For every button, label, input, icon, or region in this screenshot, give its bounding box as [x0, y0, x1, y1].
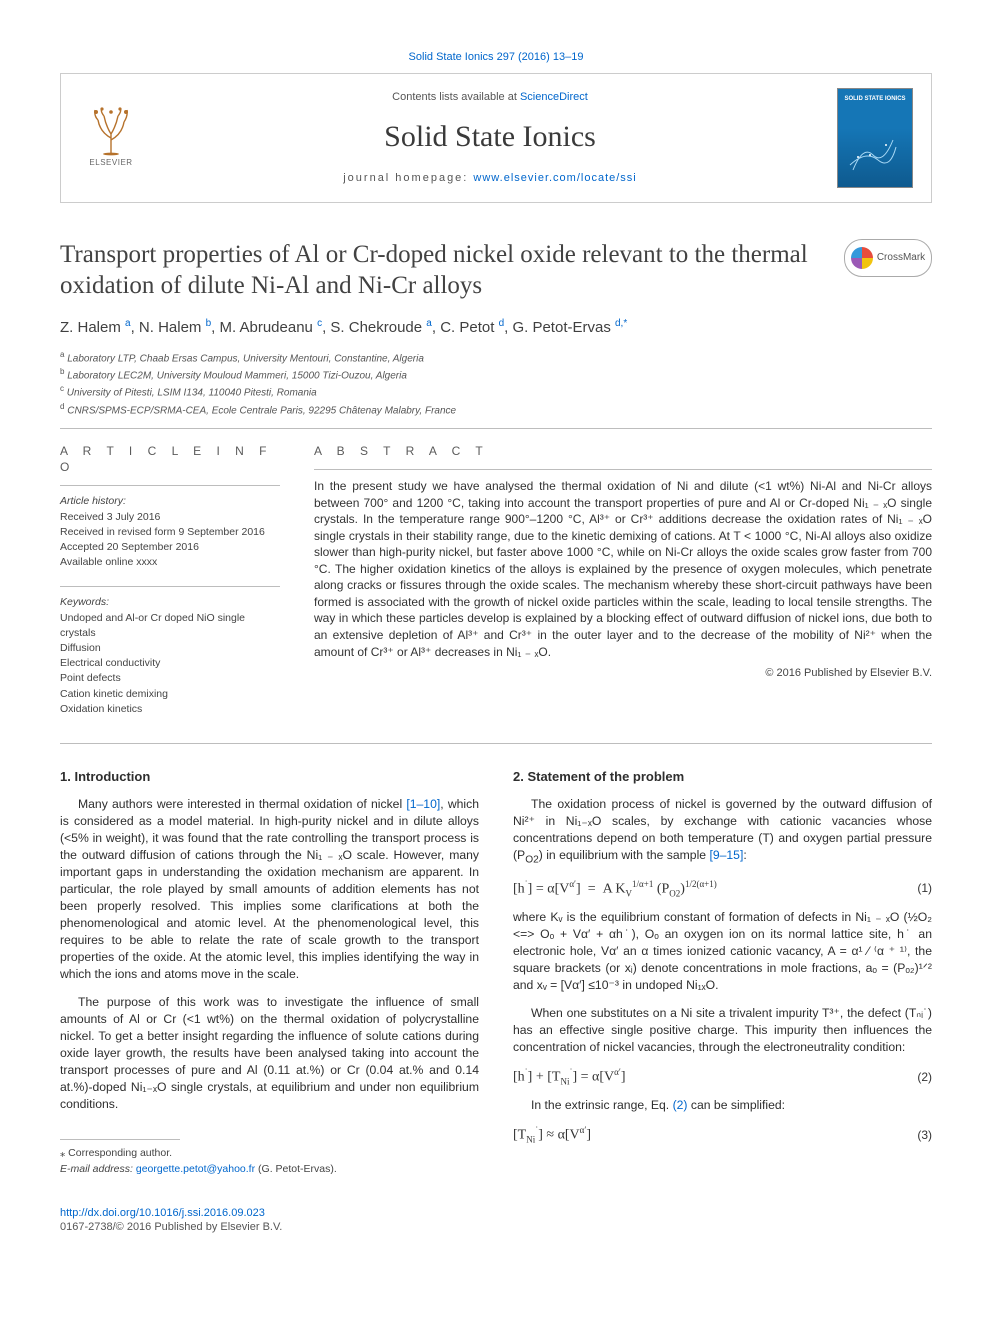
- body-col-left: 1. Introduction Many authors were intere…: [60, 768, 479, 1177]
- body-col-right: 2. Statement of the problem The oxidatio…: [513, 768, 932, 1177]
- doi-link[interactable]: http://dx.doi.org/10.1016/j.ssi.2016.09.…: [60, 1207, 265, 1219]
- crossmark-label: CrossMark: [877, 251, 925, 265]
- cover-graphic-icon: [848, 135, 898, 175]
- article-history: Article history: Received 3 July 2016Rec…: [60, 494, 280, 570]
- equation-3-row: [TNi˙] ≈ α[Vα′] (3): [513, 1124, 932, 1146]
- history-line: Available online xxxx: [60, 555, 280, 570]
- title-row: Transport properties of Al or Cr-doped n…: [60, 239, 932, 302]
- elsevier-tree-icon: [86, 106, 136, 156]
- history-line: Accepted 20 September 2016: [60, 540, 280, 555]
- abstract-text: In the present study we have analysed th…: [314, 478, 932, 660]
- elsevier-wordmark: ELSEVIER: [89, 158, 132, 169]
- history-line: Received in revised form 9 September 201…: [60, 525, 280, 540]
- ref-link-1-10[interactable]: [1–10]: [406, 797, 440, 811]
- problem-p4: In the extrinsic range, Eq. (2) can be s…: [513, 1097, 932, 1114]
- equation-1: [h˙] = α[Vα′] = A KV1/α+1 (PO2)1/2(α+1): [513, 878, 717, 900]
- contents-line: Contents lists available at ScienceDirec…: [159, 90, 821, 105]
- affiliation-line: c University of Pitesti, LSIM I134, 1100…: [60, 383, 932, 400]
- homepage-line: journal homepage: www.elsevier.com/locat…: [159, 171, 821, 186]
- rule-top: [60, 428, 932, 429]
- homepage-label: journal homepage:: [343, 172, 473, 184]
- contents-prefix: Contents lists available at: [392, 91, 520, 103]
- keyword-line: Undoped and Al-or Cr doped NiO single cr…: [60, 611, 280, 641]
- problem-heading: 2. Statement of the problem: [513, 768, 932, 786]
- email-label: E-mail address:: [60, 1163, 136, 1175]
- info-abstract-row: A R T I C L E I N F O Article history: R…: [60, 443, 932, 733]
- intro-p1: Many authors were interested in thermal …: [60, 796, 479, 984]
- keyword-line: Cation kinetic demixing: [60, 687, 280, 702]
- keyword-line: Diffusion: [60, 641, 280, 656]
- footnote-separator: [60, 1139, 180, 1140]
- intro-heading: 1. Introduction: [60, 768, 479, 786]
- journal-cover-thumb: SOLID STATE IONICS: [837, 88, 913, 188]
- masthead: ELSEVIER Contents lists available at Sci…: [60, 73, 932, 203]
- homepage-url-link[interactable]: www.elsevier.com/locate/ssi: [473, 172, 636, 184]
- crossmark-badge[interactable]: CrossMark: [844, 239, 932, 277]
- page-footer: http://dx.doi.org/10.1016/j.ssi.2016.09.…: [60, 1206, 932, 1236]
- top-journal-ref: Solid State Ionics 297 (2016) 13–19: [60, 50, 932, 65]
- equation-3: [TNi˙] ≈ α[Vα′]: [513, 1124, 591, 1146]
- ref-link-9-15[interactable]: [9–15]: [709, 848, 743, 862]
- keywords-block: Keywords: Undoped and Al-or Cr doped NiO…: [60, 595, 280, 717]
- top-journal-ref-link[interactable]: Solid State Ionics 297 (2016) 13–19: [409, 51, 584, 63]
- affiliation-line: d CNRS/SPMS-ECP/SRMA-CEA, Ecole Centrale…: [60, 401, 932, 418]
- rule-bottom: [60, 743, 932, 744]
- problem-p3: When one substitutes on a Ni site a triv…: [513, 1005, 932, 1056]
- masthead-center: Contents lists available at ScienceDirec…: [143, 90, 837, 186]
- equation-1-row: [h˙] = α[Vα′] = A KV1/α+1 (PO2)1/2(α+1) …: [513, 878, 932, 900]
- abstract-col: A B S T R A C T In the present study we …: [314, 443, 932, 733]
- abstract-label: A B S T R A C T: [314, 443, 932, 459]
- affiliations: a Laboratory LTP, Chaab Ersas Campus, Un…: [60, 349, 932, 418]
- rule-info: [60, 485, 280, 486]
- history-line: Received 3 July 2016: [60, 510, 280, 525]
- equation-1-number: (1): [896, 880, 932, 896]
- cover-thumb-title: SOLID STATE IONICS: [838, 89, 912, 103]
- equation-2: [h˙] + [TNi˙] = α[Vα′]: [513, 1066, 625, 1088]
- problem-p2: where Kᵥ is the equilibrium constant of …: [513, 909, 932, 994]
- abstract-copyright: © 2016 Published by Elsevier B.V.: [314, 666, 932, 681]
- keyword-line: Point defects: [60, 671, 280, 686]
- article-info-label: A R T I C L E I N F O: [60, 443, 280, 475]
- page: Solid State Ionics 297 (2016) 13–19 ELSE…: [0, 0, 992, 1275]
- rule-abstract: [314, 469, 932, 470]
- body-columns: 1. Introduction Many authors were intere…: [60, 768, 932, 1177]
- journal-name: Solid State Ionics: [159, 117, 821, 158]
- affiliation-line: a Laboratory LTP, Chaab Ersas Campus, Un…: [60, 349, 932, 366]
- equation-2-row: [h˙] + [TNi˙] = α[Vα′] (2): [513, 1066, 932, 1088]
- rule-keywords: [60, 586, 280, 587]
- keywords-label: Keywords:: [60, 595, 280, 610]
- issn-copyright-line: 0167-2738/© 2016 Published by Elsevier B…: [60, 1220, 932, 1235]
- corr-email-paren: (G. Petot-Ervas).: [255, 1163, 337, 1175]
- article-info-col: A R T I C L E I N F O Article history: R…: [60, 443, 280, 733]
- authors-line: Z. Halem a, N. Halem b, M. Abrudeanu c, …: [60, 317, 932, 338]
- keyword-line: Oxidation kinetics: [60, 702, 280, 717]
- intro-p2: The purpose of this work was to investig…: [60, 994, 479, 1114]
- eq-ref-2-link[interactable]: (2): [673, 1098, 688, 1112]
- history-label: Article history:: [60, 494, 280, 509]
- article-title: Transport properties of Al or Cr-doped n…: [60, 239, 844, 302]
- equation-2-number: (2): [896, 1069, 932, 1085]
- elsevier-logo: ELSEVIER: [79, 102, 143, 174]
- corresponding-footnote: ⁎ Corresponding author. E-mail address: …: [60, 1146, 479, 1178]
- equation-3-number: (3): [896, 1127, 932, 1143]
- corr-email-link[interactable]: georgette.petot@yahoo.fr: [136, 1163, 255, 1175]
- sciencedirect-link[interactable]: ScienceDirect: [520, 91, 588, 103]
- keyword-line: Electrical conductivity: [60, 656, 280, 671]
- crossmark-icon: [851, 247, 873, 269]
- problem-p1: The oxidation process of nickel is gover…: [513, 796, 932, 868]
- affiliation-line: b Laboratory LEC2M, University Mouloud M…: [60, 366, 932, 383]
- corr-label: ⁎ Corresponding author.: [60, 1146, 479, 1162]
